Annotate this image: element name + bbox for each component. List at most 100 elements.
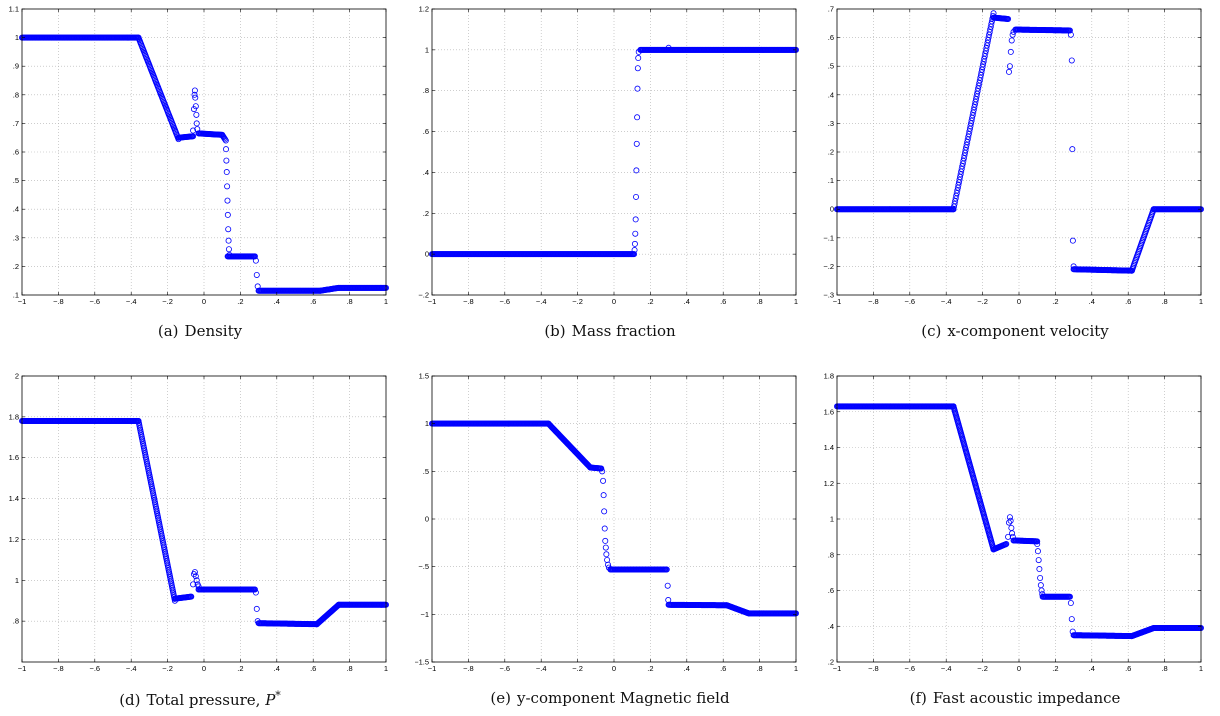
x-tick-label: .8 — [1161, 297, 1167, 306]
x-tick-label: −.8 — [53, 664, 64, 673]
data-point — [1069, 628, 1076, 635]
chart-y-magnetic-field: −1 −.8 −.6 −.4 −.2 0.2.4.6.8 1−1.5−1−.50.511.5 — [415, 372, 799, 673]
data-point — [1067, 600, 1074, 607]
x-tick-label: .6 — [310, 664, 316, 673]
y-tick-label: 1.2 — [824, 479, 834, 488]
chart-x-velocity: −1 −.8 −.6 −.4 −.2 0 .2 .4 .6 .8 1 −.3 −.2 −.1 0 .1 .2 .3… — [823, 5, 1204, 306]
data-point — [1008, 37, 1015, 44]
gridlines — [432, 376, 796, 662]
x-tick-label: −1 — [18, 297, 27, 306]
data-point — [1034, 538, 1041, 545]
x-tick-label: 1 — [1199, 664, 1203, 673]
y-tick-label: .6 — [828, 586, 834, 595]
x-tick-label: .8 — [346, 297, 352, 306]
data-point — [190, 127, 197, 134]
data-point — [1037, 574, 1044, 581]
x-tick-label: −1 — [428, 297, 437, 306]
x-tick-label: .8 — [1161, 664, 1167, 673]
data-point — [223, 157, 230, 164]
data-point — [599, 468, 606, 475]
x-tick-label: −1 — [833, 297, 842, 306]
data-markers — [833, 403, 1204, 640]
data-point — [195, 583, 202, 590]
y-tick-label: −.2 — [418, 291, 429, 300]
data-point — [1068, 616, 1075, 623]
data-point — [225, 226, 232, 233]
x-tick-label: 0 — [1017, 664, 1021, 673]
data-point — [191, 91, 198, 98]
x-tick-label: −.2 — [977, 664, 988, 673]
x-tick-label: −1 — [18, 664, 27, 673]
caption-text: Fast acoustic impedance — [932, 689, 1121, 707]
x-tick-label: .6 — [720, 664, 726, 673]
x-tick-label: −.8 — [463, 297, 474, 306]
data-point — [223, 169, 230, 176]
data-point — [600, 477, 607, 484]
chart-fast-acoustic-impedance: −1 −.8 −.6 −.4 −.2 0.2.4.6.8 1.2.4.6.811.21.41… — [824, 372, 1204, 673]
x-tick-label: .2 — [647, 664, 653, 673]
x-tick-label: −.2 — [162, 664, 173, 673]
data-point — [634, 85, 641, 92]
caption-label: (a) — [157, 322, 179, 340]
caption-label: (c) — [921, 322, 942, 340]
data-point — [1005, 533, 1012, 540]
chart-total-pressure: −1 −.8 −.6 −.4 −.2 0.2.4.6.8 1.811.21.41.61.82 — [9, 372, 389, 673]
x-tick-label: −.2 — [977, 297, 988, 306]
data-point — [632, 216, 639, 223]
y-tick-label: 1.8 — [824, 372, 834, 381]
data-point — [598, 465, 605, 472]
x-tick-label: .4 — [684, 297, 690, 306]
x-tick-label: .6 — [720, 297, 726, 306]
data-point — [190, 581, 197, 588]
y-tick-label: .5 — [13, 176, 19, 185]
data-point — [665, 597, 672, 604]
data-point — [224, 197, 231, 204]
x-tick-label: 1 — [1199, 297, 1203, 306]
data-point — [1007, 517, 1014, 524]
x-tick-label: .6 — [1125, 664, 1131, 673]
y-tick-label: 1.5 — [419, 372, 429, 381]
data-point — [1008, 524, 1015, 531]
data-point — [224, 183, 231, 190]
panel-y-magnetic-field: −1 −.8 −.6 −.4 −.2 0.2.4.6.8 1 −1.5 −1 −.5 0.5 1 1.5… — [415, 367, 805, 707]
y-tick-label: 1 — [830, 515, 834, 524]
y-tick-label: 1 — [425, 45, 429, 54]
x-tick-label: 0 — [612, 664, 616, 673]
data-point — [634, 114, 641, 121]
data-point — [633, 193, 640, 200]
y-tick-label: .3 — [13, 233, 19, 242]
data-point — [1038, 587, 1045, 594]
y-tick-label: .2 — [13, 262, 19, 271]
y-tick-label: 1 — [15, 576, 19, 585]
y-tick-label: 1.4 — [824, 443, 834, 452]
data-point — [1005, 68, 1012, 75]
data-point — [1069, 146, 1076, 153]
data-point — [603, 551, 610, 558]
data-point — [1066, 593, 1073, 600]
data-point — [1034, 541, 1041, 548]
gridlines — [837, 9, 1201, 295]
data-point — [194, 126, 201, 133]
caption-label: (d) — [119, 691, 141, 709]
data-point — [633, 140, 640, 147]
y-tick-label: .8 — [423, 86, 429, 95]
x-tick-label: 0 — [1017, 297, 1021, 306]
x-tick-label: .4 — [1089, 664, 1095, 673]
data-point — [602, 544, 609, 551]
x-tick-label: .4 — [1089, 297, 1095, 306]
data-point — [601, 508, 608, 515]
y-tick-label: .1 — [828, 176, 834, 185]
data-markers — [833, 10, 1204, 274]
x-tick-label: −.4 — [126, 664, 137, 673]
data-point — [1069, 237, 1076, 244]
panel-caption: (e) y-component Magnetic field — [415, 689, 805, 707]
data-point — [192, 103, 199, 110]
y-tick-label: 1 — [15, 33, 19, 42]
x-tick-label: −.6 — [89, 297, 100, 306]
caption-text: Density — [184, 322, 243, 340]
data-point — [1039, 591, 1046, 598]
data-markers — [428, 44, 799, 258]
y-tick-label: .7 — [13, 119, 19, 128]
y-tick-label: .4 — [423, 168, 429, 177]
data-point — [1035, 557, 1042, 564]
